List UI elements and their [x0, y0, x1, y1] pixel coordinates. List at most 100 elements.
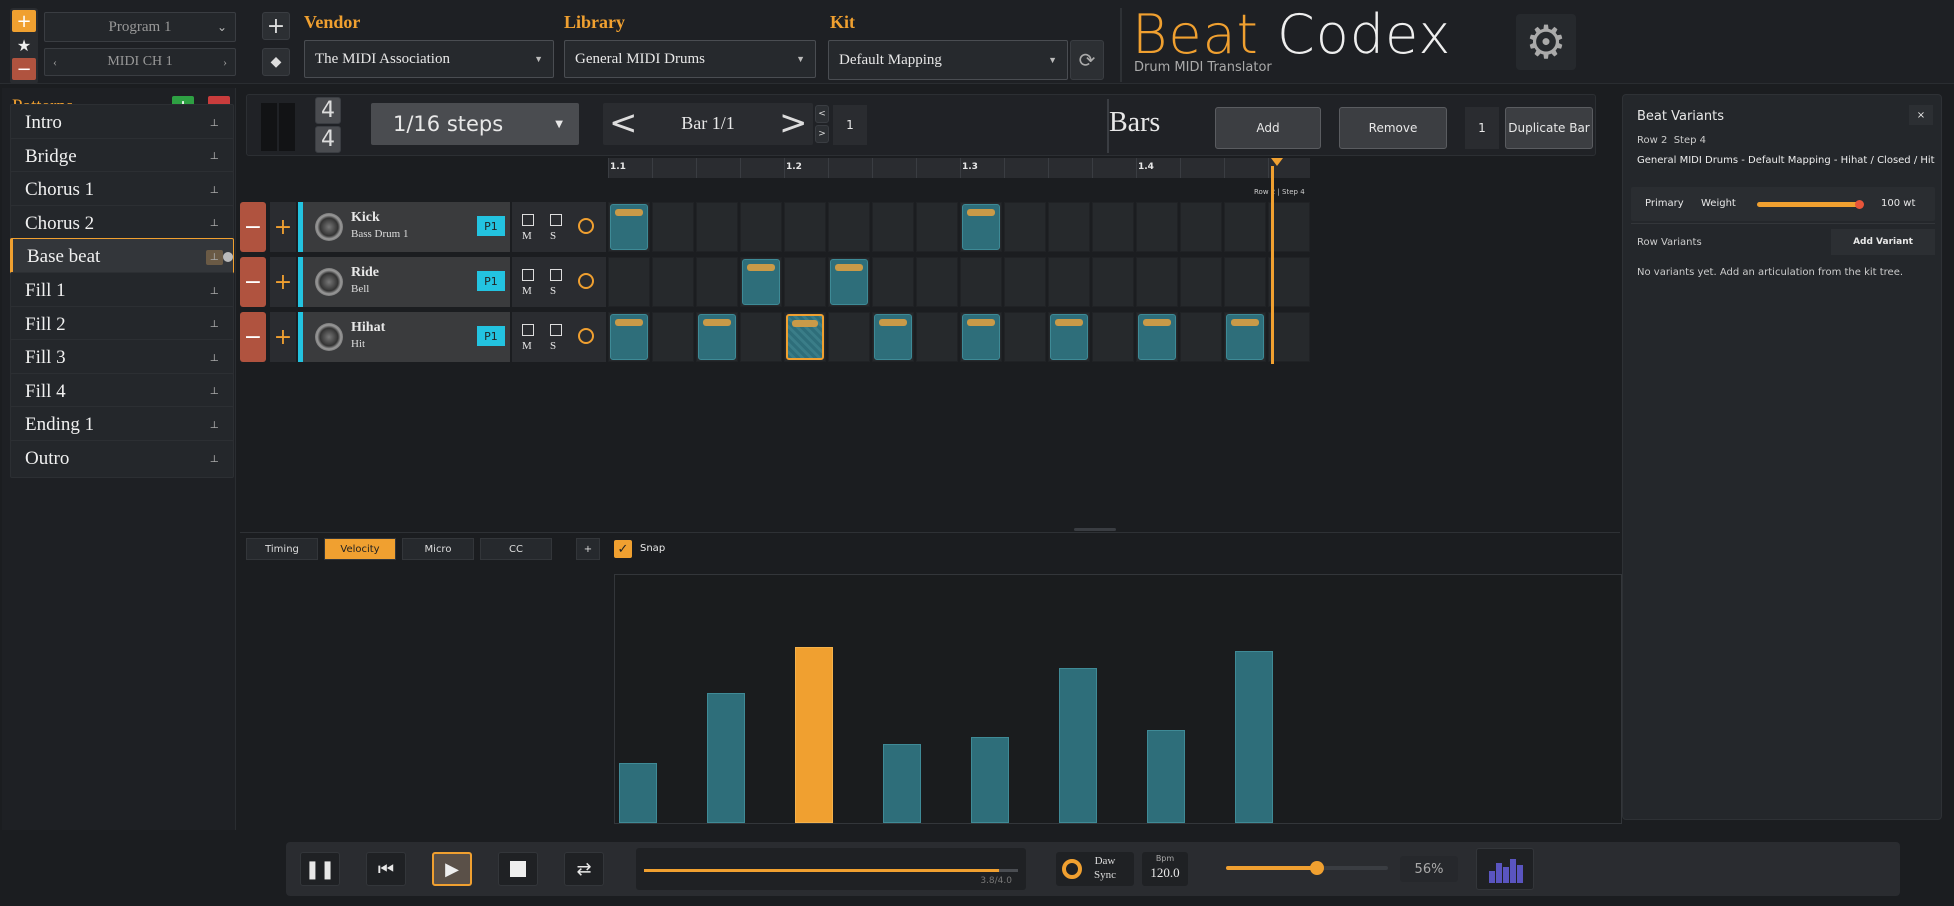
pin-icon[interactable]: ⊥: [209, 319, 219, 331]
mute-checkbox[interactable]: [522, 269, 534, 281]
pin-icon[interactable]: ⊥: [209, 117, 219, 129]
pattern-item[interactable]: Fill 3 ⊥: [10, 339, 234, 378]
tab-cc[interactable]: CC: [480, 538, 552, 560]
step-cell[interactable]: [784, 257, 826, 307]
step-cell[interactable]: [960, 257, 1002, 307]
pad-badge[interactable]: P1: [477, 271, 505, 291]
refresh-icon[interactable]: ⟳: [1070, 40, 1104, 80]
remove-row-button[interactable]: −: [240, 257, 266, 307]
step-note[interactable]: [1050, 314, 1088, 360]
step-cell[interactable]: [740, 202, 782, 252]
vendor-select[interactable]: The MIDI Association ▼: [304, 40, 554, 78]
pad-badge[interactable]: P1: [477, 216, 505, 236]
volume-slider-thumb[interactable]: [1309, 861, 1324, 875]
snap-checkbox[interactable]: ✓: [614, 540, 632, 558]
add-icon[interactable]: +: [12, 10, 36, 32]
step-note[interactable]: [1138, 314, 1176, 360]
step-cell[interactable]: [1048, 202, 1090, 252]
step-cell[interactable]: [1268, 312, 1310, 362]
rewind-button[interactable]: ⏮: [366, 852, 406, 886]
velocity-lane[interactable]: [614, 574, 1622, 824]
velocity-bar[interactable]: [1059, 668, 1097, 823]
step-note[interactable]: [742, 259, 780, 305]
track-header[interactable]: Hihat Hit P1: [298, 312, 510, 362]
pattern-item[interactable]: Intro ⊥: [10, 104, 234, 142]
timeline-ruler[interactable]: 1.1 1.2 1.3 1.4: [608, 158, 1310, 178]
add-row-button[interactable]: +: [270, 257, 296, 307]
solo-checkbox[interactable]: [550, 269, 562, 281]
step-cell[interactable]: [1180, 257, 1222, 307]
step-cell[interactable]: [1136, 202, 1178, 252]
pattern-item[interactable]: Bridge ⊥: [10, 137, 234, 176]
gear-icon[interactable]: ⚙: [1516, 14, 1576, 70]
volume-slider[interactable]: [1226, 861, 1388, 875]
pin-icon[interactable]: ⊥: [205, 249, 223, 265]
step-cell[interactable]: [652, 202, 694, 252]
step-cell[interactable]: [608, 257, 650, 307]
step-cell[interactable]: [1180, 312, 1222, 362]
velocity-bar[interactable]: [883, 744, 921, 823]
play-button[interactable]: ▶: [432, 852, 472, 886]
duplicate-bar-button[interactable]: Duplicate Bar: [1505, 107, 1593, 149]
bar-count-field[interactable]: 1: [833, 105, 867, 145]
step-note[interactable]: [830, 259, 868, 305]
pin-icon[interactable]: ⊥: [209, 419, 219, 431]
remove-row-button[interactable]: −: [240, 312, 266, 362]
add-variant-button[interactable]: Add Variant: [1831, 229, 1935, 255]
prev-bar-icon[interactable]: <: [609, 103, 638, 143]
step-cell[interactable]: [696, 257, 738, 307]
chevron-left-icon[interactable]: ‹: [53, 54, 57, 69]
step-cell[interactable]: [828, 312, 870, 362]
playhead-marker[interactable]: [1271, 158, 1283, 166]
step-note[interactable]: [786, 314, 824, 360]
remove-row-button[interactable]: −: [240, 202, 266, 252]
step-note[interactable]: [698, 314, 736, 360]
step-cell[interactable]: [1224, 257, 1266, 307]
step-cell[interactable]: [1224, 202, 1266, 252]
step-note[interactable]: [610, 204, 648, 250]
record-arm-icon[interactable]: [578, 273, 594, 289]
star-icon[interactable]: ★: [16, 35, 32, 55]
pin-icon[interactable]: ⊥: [209, 352, 219, 364]
pattern-item[interactable]: Fill 2 ⊥: [10, 305, 234, 344]
add-row-button[interactable]: +: [270, 312, 296, 362]
weight-slider[interactable]: [1757, 200, 1864, 209]
chevron-right-icon[interactable]: ›: [223, 54, 227, 69]
step-cell[interactable]: [1092, 202, 1134, 252]
step-cell[interactable]: [740, 312, 782, 362]
solo-checkbox[interactable]: [550, 214, 562, 226]
pattern-item[interactable]: Outro ⊥: [10, 440, 234, 478]
step-cell[interactable]: [916, 312, 958, 362]
program-select[interactable]: Program 1 ⌄: [44, 12, 236, 42]
add-row-button[interactable]: +: [270, 202, 296, 252]
step-note[interactable]: [1226, 314, 1264, 360]
step-cell[interactable]: [784, 202, 826, 252]
add-lane-button[interactable]: +: [576, 538, 600, 560]
next-bar-icon[interactable]: >: [779, 103, 808, 143]
pin-icon[interactable]: ⊥: [209, 218, 219, 230]
pin-icon[interactable]: ⊥: [209, 151, 219, 163]
pin-icon[interactable]: ⊥: [209, 285, 219, 297]
step-cell[interactable]: [1268, 257, 1310, 307]
kit-select[interactable]: Default Mapping ▼: [828, 40, 1068, 80]
step-cell[interactable]: [916, 257, 958, 307]
velocity-bar[interactable]: [971, 737, 1009, 823]
bar-count-decrement-icon[interactable]: >: [815, 125, 829, 143]
step-cell[interactable]: [1092, 312, 1134, 362]
stop-button[interactable]: [498, 852, 538, 886]
step-cell[interactable]: [872, 202, 914, 252]
step-cell[interactable]: [1004, 202, 1046, 252]
pad-badge[interactable]: P1: [477, 326, 505, 346]
velocity-bar[interactable]: [1235, 651, 1273, 823]
tab-timing[interactable]: Timing: [246, 538, 318, 560]
duplicate-count-field[interactable]: 1: [1465, 107, 1499, 149]
pin-icon[interactable]: ⊥: [209, 386, 219, 398]
record-arm-icon[interactable]: [578, 328, 594, 344]
library-select[interactable]: General MIDI Drums ▼: [564, 40, 816, 78]
loop-button[interactable]: ⇄: [564, 852, 604, 886]
step-cell[interactable]: [872, 257, 914, 307]
eraser-icon[interactable]: ◆: [262, 48, 290, 76]
add-mapping-button[interactable]: +: [262, 12, 290, 40]
step-note[interactable]: [874, 314, 912, 360]
midi-channel-select[interactable]: ‹ MIDI CH 1 ›: [44, 48, 236, 76]
